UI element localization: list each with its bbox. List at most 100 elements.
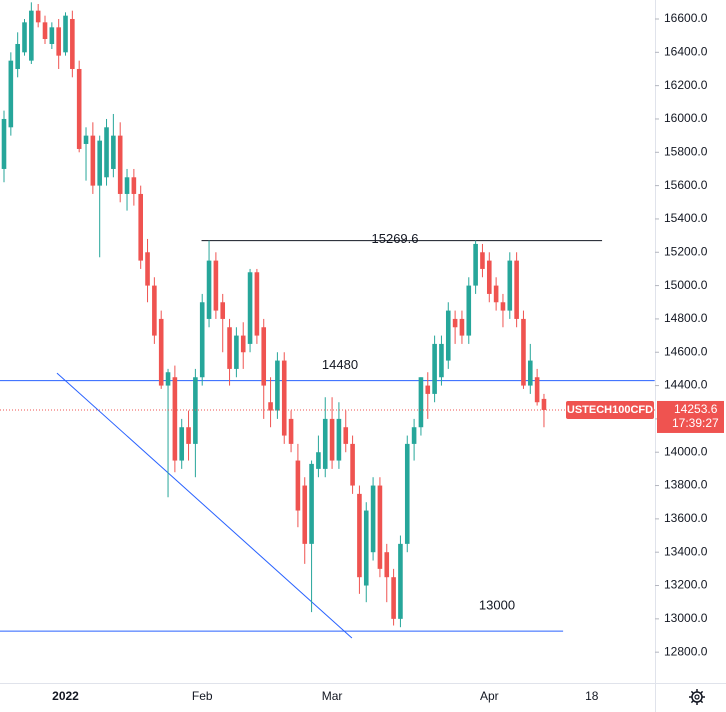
candle-body — [117, 135, 123, 194]
line-label: 15269.6 — [372, 231, 419, 246]
candle — [63, 12, 68, 56]
candle-body — [124, 177, 130, 194]
candle — [411, 418, 417, 461]
candle — [459, 310, 465, 344]
candle — [275, 352, 280, 419]
candle — [514, 252, 519, 328]
candle-body — [275, 360, 280, 411]
y-tick-label: 16400.0 — [664, 44, 708, 58]
candle-body — [56, 27, 61, 56]
candle-body — [158, 318, 164, 386]
candle — [56, 18, 61, 69]
candle-body — [425, 385, 431, 394]
settings-icon[interactable] — [689, 689, 705, 705]
candle-body — [165, 372, 171, 386]
candle-body — [247, 272, 253, 344]
x-tick-label: 2022 — [52, 689, 79, 703]
candle — [227, 318, 232, 386]
candle-body — [302, 485, 308, 544]
candle-body — [179, 427, 185, 461]
candle — [111, 113, 116, 178]
candle — [70, 10, 75, 78]
y-tick-label: 12800.0 — [664, 644, 708, 658]
candle-body — [90, 135, 96, 186]
candle — [240, 322, 246, 369]
candle-body — [343, 427, 349, 444]
candle — [534, 368, 540, 406]
candle — [165, 368, 171, 498]
y-tick-label: 13600.0 — [664, 511, 708, 525]
candle — [452, 310, 458, 344]
candle — [152, 277, 157, 344]
candle — [507, 252, 513, 319]
candle-body — [521, 318, 526, 386]
x-tick-label: Mar — [322, 689, 343, 703]
candle — [268, 377, 273, 428]
candle-body — [281, 360, 287, 436]
candle — [97, 135, 102, 258]
y-tick-label: 15200.0 — [664, 244, 708, 258]
candle-body — [220, 302, 226, 319]
y-tick-label: 13200.0 — [664, 578, 708, 592]
candle-body — [199, 302, 205, 378]
candle — [261, 318, 267, 419]
y-tick-label: 15000.0 — [664, 278, 708, 292]
candle-body — [432, 343, 437, 394]
candle-body — [439, 343, 444, 378]
candle — [473, 240, 478, 294]
candle-body — [22, 22, 27, 53]
candle-body — [507, 260, 513, 311]
candle — [254, 268, 260, 344]
candle-body — [63, 15, 68, 53]
candle — [336, 402, 342, 469]
candle — [343, 410, 349, 453]
candle-body — [336, 418, 342, 461]
candle-body — [213, 260, 219, 311]
candle-body — [1, 118, 7, 169]
candle — [322, 397, 328, 478]
candle — [398, 535, 403, 628]
gear-teeth — [689, 689, 705, 705]
candle-body — [316, 452, 321, 469]
candle-body — [418, 377, 424, 428]
candle-body — [268, 402, 273, 411]
y-tick-label: 13000.0 — [664, 611, 708, 625]
candle — [370, 477, 376, 561]
candle-body — [254, 272, 260, 336]
candle-body — [35, 10, 41, 23]
candle — [418, 377, 424, 436]
candle-body — [459, 318, 465, 336]
candle — [145, 238, 150, 303]
candle — [220, 293, 226, 353]
candle-body — [8, 60, 14, 128]
candle — [131, 168, 137, 206]
candle — [76, 60, 82, 153]
price-label: 14253.6 — [674, 402, 718, 416]
candle-body — [541, 398, 547, 410]
symbol-tag — [566, 400, 654, 419]
candle-body — [411, 427, 417, 444]
candle-body — [445, 310, 451, 361]
candle — [500, 293, 506, 328]
candle-body — [29, 10, 34, 61]
candle-body — [42, 22, 48, 39]
y-tick-label: 15400.0 — [664, 211, 708, 225]
candle — [199, 293, 205, 386]
candle-body — [186, 427, 191, 444]
candle — [158, 310, 164, 389]
y-tick-label: 15600.0 — [664, 178, 708, 192]
y-tick-label: 16600.0 — [664, 11, 708, 25]
candle-body — [288, 418, 294, 444]
candle-body — [527, 360, 533, 386]
candle — [329, 397, 335, 469]
candle-body — [234, 335, 239, 369]
candle — [138, 185, 143, 269]
candle — [234, 327, 239, 378]
candle — [350, 435, 355, 494]
candle — [29, 2, 34, 64]
candle-body — [480, 252, 485, 269]
countdown-label: 17:39:27 — [672, 416, 719, 430]
candle-body — [15, 43, 20, 69]
candle — [213, 252, 219, 319]
candle — [8, 52, 14, 136]
